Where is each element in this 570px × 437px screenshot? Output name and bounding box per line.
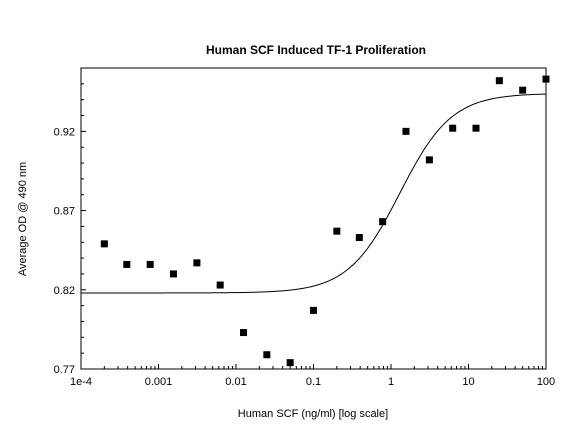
data-points: [100, 75, 550, 367]
data-point: [449, 124, 457, 132]
data-point: [100, 240, 108, 248]
x-tick-label: 1e-4: [70, 376, 92, 388]
data-point: [355, 234, 363, 242]
y-tick-label: 0.87: [54, 206, 75, 218]
data-point: [379, 218, 387, 226]
data-point: [402, 127, 410, 135]
y-axis-label: Average OD @ 490 nm: [17, 162, 29, 276]
y-tick-label: 0.82: [54, 285, 75, 297]
x-tick-label: 100: [537, 376, 555, 388]
data-point: [193, 259, 201, 267]
data-point: [169, 270, 177, 278]
y-tick-label: 0.77: [54, 364, 75, 376]
data-point: [333, 227, 341, 235]
x-axis: 1e-4 0.001 0.01 0.1 1 10 100: [70, 364, 555, 388]
data-point: [286, 359, 294, 367]
data-point: [519, 86, 527, 94]
x-axis-label: Human SCF (ng/ml) [log scale]: [238, 408, 388, 420]
x-tick-label: 1: [388, 376, 394, 388]
plot-area: [80, 67, 547, 370]
data-point: [495, 77, 503, 85]
data-point: [425, 156, 433, 164]
data-point: [263, 351, 271, 359]
fit-curve: [81, 93, 547, 294]
chart-title: Human SCF Induced TF-1 Proliferation: [206, 43, 426, 57]
data-point: [123, 260, 131, 268]
data-point: [310, 306, 317, 314]
x-tick-label: 10: [462, 376, 474, 388]
data-point: [472, 124, 480, 132]
x-tick-label: 0.01: [225, 376, 246, 388]
data-point: [216, 281, 224, 289]
y-axis: 0.77 0.82 0.87 0.92: [54, 83, 86, 376]
x-tick-label: 0.001: [145, 376, 173, 388]
data-point: [542, 75, 550, 83]
data-point: [240, 329, 248, 337]
data-point: [146, 260, 154, 268]
x-tick-label: 0.1: [306, 376, 321, 388]
y-tick-label: 0.92: [54, 126, 75, 138]
